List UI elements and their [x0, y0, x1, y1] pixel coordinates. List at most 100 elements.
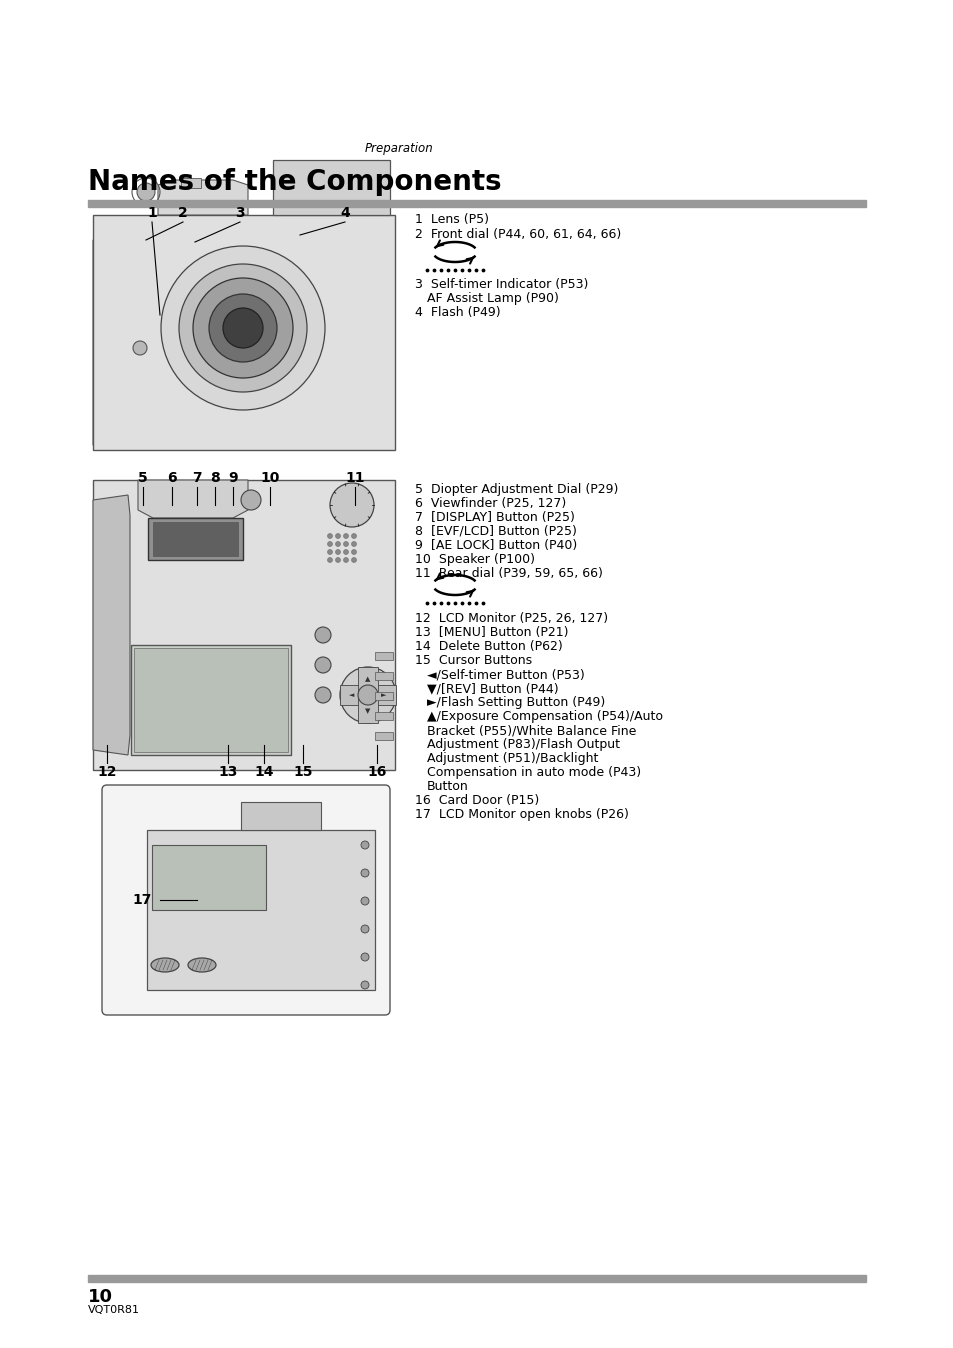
- Bar: [375, 732, 393, 740]
- Bar: [339, 685, 395, 705]
- Circle shape: [327, 534, 333, 538]
- Text: 4: 4: [340, 206, 350, 220]
- Text: 1: 1: [147, 206, 156, 220]
- Circle shape: [223, 307, 263, 348]
- Polygon shape: [158, 181, 248, 214]
- Text: ▼/[REV] Button (P44): ▼/[REV] Button (P44): [427, 682, 558, 696]
- Polygon shape: [147, 830, 375, 989]
- Circle shape: [330, 483, 374, 527]
- Bar: [152, 845, 266, 910]
- Circle shape: [327, 558, 333, 562]
- Text: 12  LCD Monitor (P25, 26, 127): 12 LCD Monitor (P25, 26, 127): [415, 612, 607, 625]
- Text: ►/Flash Setting Button (P49): ►/Flash Setting Button (P49): [427, 696, 604, 709]
- Polygon shape: [138, 480, 248, 518]
- Text: 13: 13: [218, 766, 237, 779]
- Text: Adjustment (P83)/Flash Output: Adjustment (P83)/Flash Output: [427, 737, 619, 751]
- Circle shape: [360, 925, 369, 933]
- Bar: [181, 178, 201, 187]
- Text: Button: Button: [427, 780, 468, 793]
- Text: AF Assist Lamp (P90): AF Assist Lamp (P90): [427, 293, 558, 305]
- Text: 7: 7: [192, 470, 202, 485]
- Text: 16  Card Door (P15): 16 Card Door (P15): [415, 794, 538, 807]
- Text: 8: 8: [210, 470, 219, 485]
- Bar: [375, 712, 393, 720]
- Text: 14: 14: [254, 766, 274, 779]
- Text: Compensation in auto mode (P43): Compensation in auto mode (P43): [427, 766, 640, 779]
- Text: Names of the Components: Names of the Components: [88, 168, 501, 195]
- Text: Preparation: Preparation: [365, 142, 434, 155]
- Text: Adjustment (P51)/Backlight: Adjustment (P51)/Backlight: [427, 752, 598, 766]
- Circle shape: [343, 550, 348, 554]
- Bar: [152, 522, 237, 555]
- Bar: [375, 652, 393, 661]
- Text: 3: 3: [235, 206, 245, 220]
- Text: 7  [DISPLAY] Button (P25): 7 [DISPLAY] Button (P25): [415, 511, 575, 524]
- Text: 2  Front dial (P44, 60, 61, 64, 66): 2 Front dial (P44, 60, 61, 64, 66): [415, 228, 620, 241]
- Polygon shape: [92, 480, 395, 770]
- Circle shape: [335, 558, 340, 562]
- Text: 9: 9: [228, 470, 237, 485]
- Text: 14  Delete Button (P62): 14 Delete Button (P62): [415, 640, 562, 652]
- Polygon shape: [273, 160, 390, 214]
- Text: 15  Cursor Buttons: 15 Cursor Buttons: [415, 654, 532, 667]
- Text: 9  [AE LOCK] Button (P40): 9 [AE LOCK] Button (P40): [415, 539, 577, 551]
- Polygon shape: [92, 495, 130, 755]
- Text: ◄/Self-timer Button (P53): ◄/Self-timer Button (P53): [427, 669, 584, 681]
- Text: 1  Lens (P5): 1 Lens (P5): [415, 213, 489, 226]
- Circle shape: [335, 534, 340, 538]
- Polygon shape: [241, 802, 320, 830]
- Text: 17: 17: [132, 892, 152, 907]
- Bar: [148, 518, 243, 559]
- Text: ▼: ▼: [365, 708, 371, 714]
- Circle shape: [327, 550, 333, 554]
- Circle shape: [179, 264, 307, 392]
- Text: 11: 11: [345, 470, 364, 485]
- Text: VQT0R81: VQT0R81: [88, 1305, 140, 1316]
- Text: 13  [MENU] Button (P21): 13 [MENU] Button (P21): [415, 625, 568, 639]
- Circle shape: [351, 558, 356, 562]
- FancyBboxPatch shape: [102, 785, 390, 1015]
- Text: 6  Viewfinder (P25, 127): 6 Viewfinder (P25, 127): [415, 497, 566, 510]
- Circle shape: [360, 896, 369, 905]
- Bar: [357, 667, 377, 723]
- Text: 6: 6: [167, 470, 176, 485]
- Circle shape: [193, 278, 293, 377]
- Circle shape: [343, 542, 348, 546]
- Text: 12: 12: [97, 766, 116, 779]
- Circle shape: [360, 953, 369, 961]
- Text: 17  LCD Monitor open knobs (P26): 17 LCD Monitor open knobs (P26): [415, 807, 628, 821]
- Text: ▲: ▲: [365, 675, 371, 682]
- Circle shape: [360, 981, 369, 989]
- Text: ▲/Exposure Compensation (P54)/Auto: ▲/Exposure Compensation (P54)/Auto: [427, 710, 662, 723]
- Text: 15: 15: [293, 766, 313, 779]
- Circle shape: [351, 542, 356, 546]
- Text: 3  Self-timer Indicator (P53): 3 Self-timer Indicator (P53): [415, 278, 588, 291]
- Circle shape: [314, 656, 331, 673]
- Circle shape: [351, 550, 356, 554]
- Polygon shape: [92, 214, 395, 450]
- Circle shape: [314, 627, 331, 643]
- Circle shape: [357, 685, 377, 705]
- Text: 5: 5: [138, 470, 148, 485]
- Circle shape: [241, 491, 261, 510]
- Bar: [375, 692, 393, 700]
- Bar: [133, 648, 288, 752]
- Circle shape: [360, 841, 369, 849]
- Text: 2: 2: [178, 206, 188, 220]
- Text: 10: 10: [88, 1287, 112, 1306]
- Circle shape: [137, 183, 154, 201]
- Circle shape: [132, 341, 147, 355]
- Ellipse shape: [151, 958, 179, 972]
- Bar: [131, 644, 291, 755]
- Polygon shape: [92, 235, 136, 450]
- Circle shape: [339, 667, 395, 723]
- Text: 10  Speaker (P100): 10 Speaker (P100): [415, 553, 535, 566]
- Text: 5  Diopter Adjustment Dial (P29): 5 Diopter Adjustment Dial (P29): [415, 483, 618, 496]
- Text: 8  [EVF/LCD] Button (P25): 8 [EVF/LCD] Button (P25): [415, 524, 577, 538]
- Text: 11  Rear dial (P39, 59, 65, 66): 11 Rear dial (P39, 59, 65, 66): [415, 568, 602, 580]
- Circle shape: [314, 687, 331, 704]
- Circle shape: [343, 534, 348, 538]
- Circle shape: [161, 245, 325, 410]
- Text: 4  Flash (P49): 4 Flash (P49): [415, 306, 500, 319]
- Circle shape: [327, 542, 333, 546]
